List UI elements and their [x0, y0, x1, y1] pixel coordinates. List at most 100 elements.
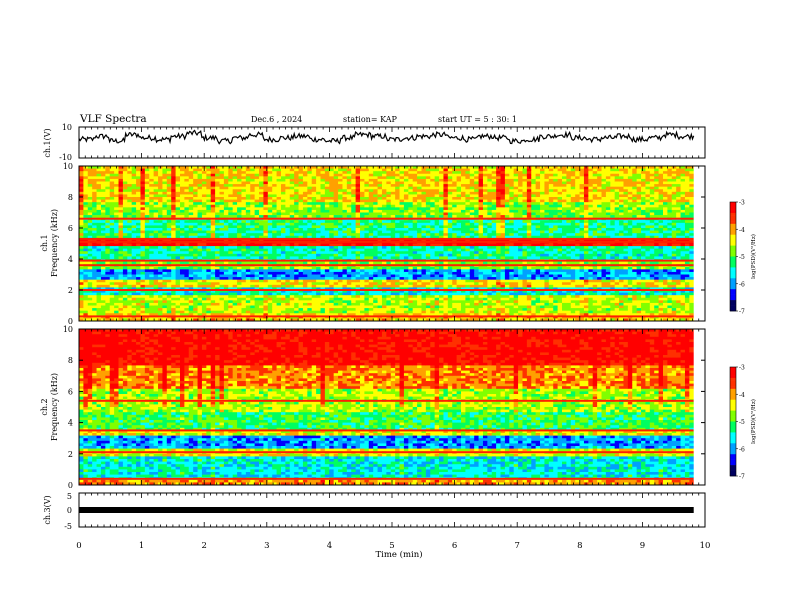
- spectrogram-cell: [364, 313, 370, 317]
- spectrogram-cell: [114, 253, 119, 257]
- spectrogram-cell: [254, 173, 260, 177]
- spectrogram-cell: [144, 199, 150, 203]
- spectrogram-cell: [140, 189, 146, 193]
- spectrogram-cell: [215, 225, 220, 229]
- spectrogram-cell: [259, 173, 264, 177]
- spectrogram-cell: [351, 184, 357, 188]
- spectrogram-cell: [122, 253, 128, 257]
- spectrogram-cell: [179, 209, 185, 213]
- spectrogram-cell: [79, 222, 84, 226]
- spectrogram-cell: [320, 297, 326, 301]
- spectrogram-cell: [250, 248, 256, 252]
- spectrogram-cell: [228, 171, 234, 175]
- spectrogram-cell: [149, 279, 155, 283]
- spectrogram-cell: [302, 199, 308, 203]
- spectrogram-cell: [241, 243, 247, 247]
- spectrogram-cell: [355, 292, 361, 296]
- spectrogram-cell: [166, 209, 172, 213]
- spectrogram-cell: [237, 305, 242, 309]
- spectrogram-cell: [267, 225, 273, 229]
- spectrogram-cell: [127, 178, 133, 182]
- spectrogram-cell: [184, 274, 190, 278]
- spectrogram-cell: [149, 189, 155, 193]
- spectrogram-cell: [302, 253, 308, 257]
- spectrogram-cell: [188, 215, 194, 219]
- spectrogram-cell: [188, 297, 194, 301]
- spectrogram-cell: [201, 233, 207, 237]
- spectrogram-cell: [355, 171, 361, 175]
- spectrogram-cell: [373, 318, 378, 322]
- spectrogram-cell: [311, 230, 317, 234]
- spectrogram-cell: [280, 220, 286, 224]
- spectrogram-cell: [285, 243, 291, 247]
- spectrogram-cell: [105, 295, 111, 299]
- spectrogram-cell: [272, 279, 277, 283]
- spectrogram-cell: [390, 171, 396, 175]
- spectrogram-cell: [408, 222, 414, 226]
- spectrogram-cell: [201, 282, 207, 286]
- spectrogram-cell: [276, 222, 282, 226]
- spectrogram-cell: [118, 243, 124, 247]
- spectrogram-cell: [425, 248, 431, 252]
- spectrogram-cell: [263, 199, 269, 203]
- spectrogram-cell: [171, 173, 176, 177]
- spectrogram-cell: [316, 220, 321, 224]
- spectrogram-cell: [92, 212, 97, 216]
- spectrogram-cell: [311, 235, 317, 239]
- spectrogram-cell: [166, 279, 172, 283]
- spectrogram-cell: [395, 300, 400, 304]
- spectrogram-cell: [136, 176, 141, 180]
- spectrogram-cell: [333, 204, 339, 208]
- spectrogram-cell: [386, 199, 392, 203]
- spectrogram-cell: [403, 279, 409, 283]
- spectrogram-cell: [267, 305, 273, 309]
- spectrogram-cell: [171, 171, 176, 175]
- spectrogram-cell: [92, 222, 97, 226]
- spectrogram-cell: [329, 225, 335, 229]
- spectrogram-cell: [92, 189, 97, 193]
- spectrogram-cell: [206, 302, 212, 306]
- spectrogram-cell: [158, 284, 163, 288]
- spectrogram-cell: [166, 295, 172, 299]
- spectrogram-cell: [316, 266, 321, 270]
- spectrogram-cell: [417, 277, 422, 281]
- spectrogram-cell: [360, 313, 365, 317]
- spectrogram-cell: [421, 197, 427, 200]
- spectrogram-cell: [408, 248, 414, 252]
- spectrogram-cell: [351, 166, 357, 169]
- spectrogram-cell: [153, 230, 159, 234]
- spectrogram-cell: [122, 222, 128, 226]
- spectrogram-cell: [122, 313, 128, 317]
- spectrogram-cell: [223, 297, 229, 301]
- spectrogram-cell: [355, 191, 361, 195]
- spectrogram-cell: [425, 230, 431, 234]
- spectrogram-cell: [184, 191, 190, 195]
- spectrogram-cell: [197, 191, 203, 195]
- spectrogram-cell: [324, 184, 330, 188]
- spectrogram-cell: [381, 212, 387, 216]
- spectrogram-cell: [237, 274, 242, 278]
- spectrogram-cell: [122, 266, 128, 270]
- spectrogram-cell: [153, 184, 159, 188]
- spectrogram-cell: [338, 271, 343, 275]
- spectrogram-cell: [316, 215, 321, 219]
- spectrogram-cell: [105, 300, 111, 304]
- spectrogram-cell: [201, 228, 207, 231]
- spectrogram-cell: [162, 305, 168, 309]
- spectrogram-cell: [320, 251, 326, 255]
- spectrogram-cell: [351, 308, 357, 312]
- spectrogram-cell: [171, 246, 176, 250]
- spectrogram-cell: [329, 251, 335, 255]
- spectrogram-cell: [245, 284, 251, 288]
- spectrogram-cell: [223, 209, 229, 213]
- spectrogram-cell: [232, 235, 238, 239]
- spectrogram-cell: [171, 318, 176, 322]
- spectrogram-cell: [302, 266, 308, 270]
- spectrogram-cell: [333, 220, 339, 224]
- spectrogram-cell: [136, 282, 141, 286]
- spectrogram-cell: [254, 235, 260, 239]
- spectrogram-cell: [228, 282, 234, 286]
- spectrogram-cell: [272, 261, 277, 265]
- spectrogram-cell: [399, 194, 405, 198]
- spectrogram-cell: [329, 300, 335, 304]
